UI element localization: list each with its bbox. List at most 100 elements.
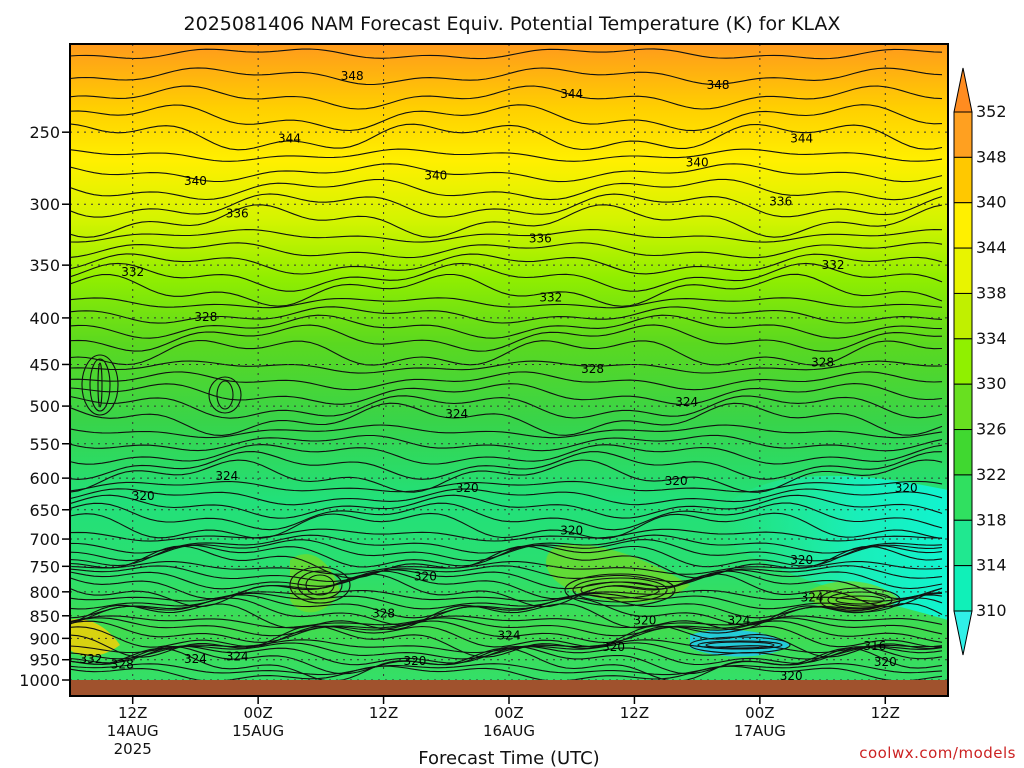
contour-label: 320 (874, 655, 897, 669)
x-tick-label: 12Z (620, 704, 649, 722)
contour-line (70, 645, 943, 675)
contour-label: 336 (529, 231, 552, 245)
colorbar-tick-label: 334 (976, 329, 1007, 348)
y-tick-label: 850 (29, 607, 60, 626)
x-tick-date: 15AUG (232, 722, 284, 740)
contour-loop (580, 581, 660, 599)
x-tick-label: 00Z (243, 704, 272, 722)
field-cold-core (690, 629, 790, 657)
colorbar-swatch (953, 292, 973, 340)
chart-title: 2025081406 NAM Forecast Equiv. Potential… (184, 13, 841, 35)
y-tick-label: 600 (29, 469, 60, 488)
contour-line (70, 297, 943, 309)
y-tick-label: 350 (29, 256, 60, 275)
colorbar-swatch (953, 474, 973, 521)
contour-line (70, 360, 943, 374)
contour-line (70, 528, 942, 542)
contour-line (70, 178, 943, 201)
contour-label: 348 (341, 69, 364, 83)
contour-line (70, 589, 943, 602)
contour-line (70, 395, 943, 419)
contour-line (70, 314, 943, 339)
contour-label: 336 (226, 206, 249, 220)
contour-loop (827, 591, 893, 609)
colorbar-tick-label: 352 (976, 102, 1007, 121)
contour-line (70, 204, 943, 238)
contour-label: 320 (132, 489, 155, 503)
contour-label: 340 (424, 169, 447, 183)
contour-line (70, 620, 943, 644)
contour-line (70, 242, 943, 259)
ground-surface (70, 680, 948, 696)
contour-label: 344 (560, 87, 583, 101)
colorbar-tick-label: 310 (976, 601, 1007, 620)
x-tick-label: 00Z (745, 704, 774, 722)
contour-label: 320 (414, 570, 437, 584)
contour-label: 340 (184, 174, 207, 188)
contour-line (70, 615, 943, 629)
contour-label: 320 (602, 640, 625, 654)
colorbar-swatch (953, 202, 973, 249)
x-tick-date: 17AUG (734, 722, 786, 740)
x-tick-label: 12Z (118, 704, 147, 722)
x-tick-label: 12Z (369, 704, 398, 722)
y-tick-label: 950 (29, 651, 60, 670)
contour-line (70, 273, 943, 307)
contour-line (70, 597, 943, 626)
contour-loop (89, 358, 111, 412)
contour-label: 336 (769, 195, 792, 209)
contour-label: 324 (226, 649, 249, 663)
contour-label: 328 (372, 606, 395, 620)
field-cool-region (717, 475, 948, 620)
colorbar: 310 314 318 322 326 330 334 338 344 340 348 352 (953, 67, 1007, 656)
credit-text: coolwx.com/models (859, 744, 1016, 762)
contour-line (70, 104, 943, 132)
contour-label: 324 (727, 613, 750, 627)
y-tick-label: 500 (29, 397, 60, 416)
y-tick-label: 700 (29, 530, 60, 549)
x-axis-title: Forecast Time (UTC) (418, 748, 599, 768)
contour-label: 324 (215, 469, 238, 483)
contour-loop (564, 573, 676, 607)
contour-line (70, 602, 943, 631)
contour-line (70, 561, 943, 575)
colorbar-tick-label: 340 (976, 193, 1007, 212)
contour-label: 328 (194, 310, 217, 324)
contour-label: 320 (790, 553, 813, 567)
contour-label: 324 (801, 591, 824, 605)
contour-labels: 348 344 348 344 344 340 340 340 336 336 336 332 332 3… (79, 69, 917, 683)
colorbar-swatch (953, 519, 973, 567)
colorbar-tick-label: 348 (976, 147, 1007, 166)
contour-line (70, 229, 943, 243)
contour-loop (297, 570, 343, 600)
contour-label: 328 (581, 362, 604, 376)
x-tick-year: 2025 (114, 740, 152, 758)
y-tick-label: 1000 (19, 671, 60, 690)
contour-line (70, 306, 943, 324)
contour-label: 344 (790, 131, 813, 145)
contour-line (70, 451, 943, 480)
contour-loop (697, 640, 783, 650)
contour-label: 320 (403, 654, 426, 668)
x-tick-label: 00Z (494, 704, 523, 722)
contour-line (70, 85, 943, 110)
y-tick-label: 450 (29, 355, 60, 374)
colorbar-tick-label: 318 (976, 510, 1007, 529)
contour-line (70, 67, 943, 86)
colorbar-bottom-arrow (953, 610, 973, 656)
y-tick-label: 300 (29, 195, 60, 214)
contour-label: 332 (822, 258, 845, 272)
contour-line (70, 434, 943, 452)
contour-loop (572, 577, 668, 603)
contour-label: 332 (121, 265, 144, 279)
contour-line (70, 339, 943, 366)
contour-line (70, 539, 943, 562)
contour-line (70, 193, 943, 218)
contour-lines (70, 48, 943, 682)
colorbar-swatch (953, 429, 973, 476)
contour-line (70, 383, 943, 405)
contour-line (70, 512, 943, 540)
contour-line (70, 253, 943, 275)
contour-label: 320 (633, 613, 656, 627)
